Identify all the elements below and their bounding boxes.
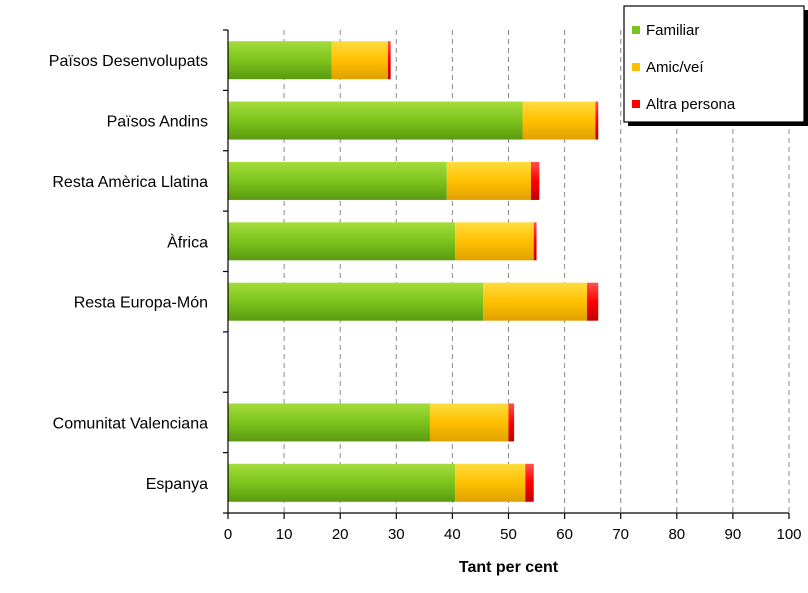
- bar-familiar-1: [228, 101, 523, 140]
- bar-familiar-2: [228, 161, 447, 200]
- x-tick-label: 80: [668, 526, 685, 543]
- legend-swatch-1: [632, 63, 640, 71]
- bars: [228, 41, 599, 502]
- category-label: Països Desenvolupats: [49, 53, 208, 70]
- bar-altra-persona-4: [587, 282, 599, 321]
- x-tick-label: 70: [612, 526, 629, 543]
- legend-label-1: Amic/veí: [646, 59, 704, 76]
- bar-altra-persona-6: [508, 403, 515, 442]
- axes: 0 10 20 30 40 50 60 70 80 90 100: [223, 29, 802, 543]
- bar-amic-ve--6: [429, 403, 509, 442]
- category-label: Àfrica: [167, 232, 208, 251]
- x-tick-label: 60: [556, 526, 573, 543]
- legend-box: [623, 5, 805, 123]
- bar-familiar-3: [228, 222, 456, 261]
- bar-familiar-4: [228, 282, 484, 321]
- bar-amic-ve--2: [446, 161, 531, 200]
- bar-amic-ve--1: [522, 101, 596, 140]
- category-label: Resta Amèrica Llatina: [52, 174, 208, 191]
- bar-familiar-0: [228, 41, 332, 80]
- x-tick-label: 0: [224, 526, 232, 543]
- category-label: Espanya: [146, 476, 208, 493]
- bar-amic-ve--0: [331, 41, 388, 80]
- legend: Familiar Amic/veí Altra persona: [623, 5, 808, 126]
- bar-altra-persona-7: [525, 463, 534, 502]
- x-tick-label: 100: [776, 526, 801, 543]
- bar-amic-ve--3: [455, 222, 534, 261]
- x-tick-label: 90: [725, 526, 742, 543]
- bar-familiar-7: [228, 463, 456, 502]
- legend-label-0: Familiar: [646, 22, 699, 39]
- category-label: Resta Europa-Món: [74, 295, 208, 312]
- bar-altra-persona-0: [387, 41, 391, 80]
- category-labels: Països Desenvolupats Països Andins Resta A…: [49, 53, 208, 493]
- x-tick-label: 20: [332, 526, 349, 543]
- x-tick-label: 10: [276, 526, 293, 543]
- category-label: Comunitat Valenciana: [53, 415, 208, 432]
- legend-swatch-0: [632, 26, 640, 34]
- bar-altra-persona-1: [595, 101, 599, 140]
- legend-label-2: Altra persona: [646, 96, 736, 113]
- bar-altra-persona-3: [533, 222, 537, 261]
- bar-amic-ve--7: [455, 463, 526, 502]
- x-tick-label: 30: [388, 526, 405, 543]
- bar-amic-ve--4: [483, 282, 588, 321]
- x-tick-label: 50: [500, 526, 517, 543]
- category-label: Països Andins: [107, 114, 208, 131]
- legend-swatch-2: [632, 100, 640, 108]
- x-axis-title: Tant per cent: [459, 559, 559, 576]
- bar-altra-persona-2: [530, 161, 540, 200]
- bar-familiar-6: [228, 403, 430, 442]
- x-tick-label: 40: [444, 526, 461, 543]
